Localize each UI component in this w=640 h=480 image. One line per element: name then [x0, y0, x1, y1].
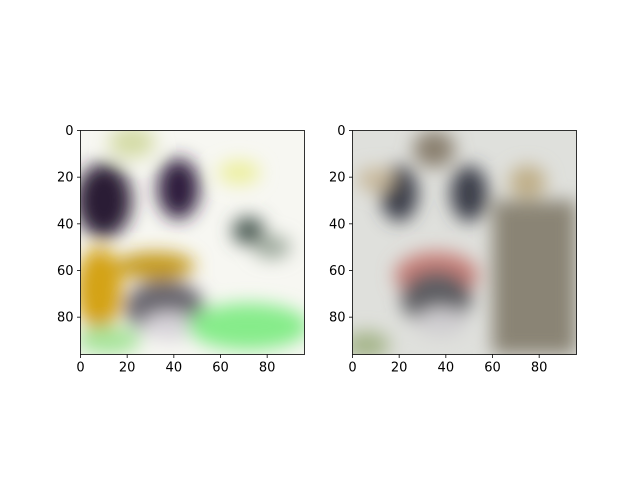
x-tick-label: 80 [259, 361, 276, 376]
right-image-panel: 0 20 40 60 80 0 20 40 60 80 [329, 124, 577, 376]
image-region-1 [450, 165, 488, 222]
image-1 [352, 130, 577, 355]
y-tick-label: 20 [57, 171, 74, 186]
axes-frame [80, 130, 305, 355]
y-tick-label: 0 [65, 124, 73, 139]
image-region-3 [357, 167, 395, 192]
x-tick-label: 60 [212, 361, 229, 376]
y-tick-label: 20 [329, 171, 346, 186]
y-tick-label: 80 [57, 311, 74, 326]
y-tick-label: 40 [329, 217, 346, 232]
image-region-5 [253, 235, 291, 259]
x-tick-label: 20 [119, 361, 136, 376]
image-region-2 [413, 130, 456, 168]
y-tick-label: 60 [57, 264, 74, 279]
image-region-9 [352, 331, 390, 355]
image-region-5 [492, 200, 577, 355]
image-region-7 [115, 251, 195, 280]
image-region-3 [218, 160, 261, 185]
image-region-9 [141, 312, 198, 341]
x-tick-label: 40 [438, 361, 455, 376]
image-region-1 [157, 158, 200, 220]
x-tick-label: 0 [76, 361, 84, 376]
x-tick-label: 60 [484, 361, 501, 376]
image-region-8 [415, 307, 467, 336]
left-image-panel: 0 20 40 60 80 0 20 40 60 80 [57, 124, 305, 376]
x-tick-label: 40 [166, 361, 183, 376]
x-tick-label: 0 [348, 361, 356, 376]
y-tick-label: 40 [57, 217, 74, 232]
image-region-6 [80, 247, 123, 332]
axes-frame [352, 130, 577, 355]
y-tick-label: 80 [329, 311, 346, 326]
image-region-11 [80, 326, 142, 355]
x-tick-label: 80 [531, 361, 548, 376]
x-tick-label: 20 [391, 361, 408, 376]
y-tick-label: 0 [337, 124, 345, 139]
image-0 [80, 130, 305, 355]
y-tick-label: 60 [329, 264, 346, 279]
image-region-4 [508, 165, 547, 199]
image-region-4 [232, 216, 265, 245]
image-region-2 [108, 130, 156, 159]
image-region-0 [80, 163, 132, 238]
image-region-10 [187, 303, 305, 350]
